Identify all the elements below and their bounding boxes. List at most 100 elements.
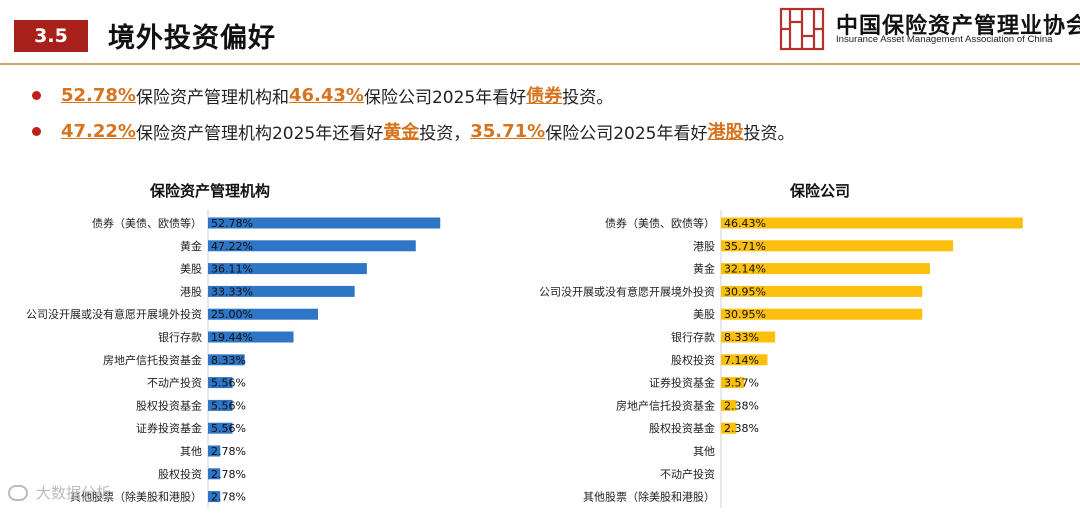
- bullet-2-text-2: 投资，: [419, 123, 471, 144]
- right-chart-category-label: 其他: [693, 445, 715, 458]
- left-chart-bar: [208, 422, 233, 434]
- right-chart-bar: [721, 377, 745, 389]
- bullet-2-text-1: 保险资产管理机构2025年还看好: [135, 123, 384, 144]
- left-chart-value-label: 52.78%: [211, 217, 253, 230]
- left-chart-bar: [208, 377, 233, 389]
- left-chart-value-label: 25.00%: [211, 308, 253, 321]
- watermark: 大数据分析: [8, 482, 111, 503]
- left-chart-category-label: 证券投资基金: [136, 421, 202, 435]
- association-logo-mark-icon: [779, 7, 825, 51]
- bullet-1-highlight-1: 52.78%: [61, 84, 136, 106]
- left-chart-value-label: 2.78%: [211, 445, 246, 458]
- bullet-1-highlight-2: 46.43%: [288, 84, 364, 106]
- right-chart-category-label: 美股: [693, 308, 715, 321]
- right-chart-value-label: 46.43%: [724, 217, 766, 230]
- right-chart-category-label: 证券投资基金: [649, 376, 715, 390]
- left-chart-value-label: 36.11%: [211, 263, 253, 276]
- right-chart-value-label: 35.71%: [724, 240, 766, 253]
- right-chart-category-label: 黄金: [693, 262, 715, 276]
- left-chart-category-label: 其他股票（除美股和港股）: [70, 490, 202, 504]
- bullet-1-highlight-3: 债券: [526, 86, 563, 107]
- section-number: 3.5: [14, 20, 88, 52]
- logo-chinese-name: 中国保险资产管理业协会: [836, 14, 1080, 39]
- left-chart-category-label: 公司没开展或没有意愿开展境外投资: [26, 307, 202, 321]
- left-chart-bar: [208, 491, 221, 503]
- left-chart-value-label: 5.56%: [211, 422, 246, 435]
- bullet-1-text-3: 投资。: [562, 87, 614, 108]
- page-title: 境外投资偏好: [108, 23, 276, 54]
- left-chart-value-label: 19.44%: [211, 331, 253, 344]
- right-chart-value-label: 32.14%: [724, 263, 766, 276]
- left-chart-bar: [208, 445, 221, 457]
- right-bar-chart: 债券（美债、欧债等） 46.43% 港股 35.71% 黄金 32.14% 公司没开展或没有…: [540, 210, 1023, 508]
- bullet-2-text-4: 投资。: [743, 123, 795, 144]
- right-chart-value-label: 2.38%: [724, 399, 759, 412]
- right-chart-category-label: 其他股票（除美股和港股）: [583, 490, 715, 504]
- logo-english-name: Insurance Asset Management Association o…: [836, 34, 1053, 45]
- right-chart-category-label: 股权投资基金: [649, 421, 715, 435]
- bullet-2-highlight-3: 35.71%: [470, 120, 546, 142]
- left-chart-bar: [208, 331, 294, 343]
- bullet-1: 52.78% 保险资产管理机构和 46.43% 保险公司2025年看好 债券 投…: [32, 82, 613, 108]
- bullet-1-text-2: 保险公司2025年看好: [363, 87, 527, 108]
- association-logo: 中国保险资产管理业协会 Insurance Asset Management A…: [778, 6, 1080, 52]
- left-chart-value-label: 2.78%: [211, 468, 246, 481]
- right-chart-bar: [721, 308, 923, 320]
- left-chart-value-label: 8.33%: [211, 354, 246, 367]
- right-chart-bar: [721, 331, 776, 343]
- right-chart-value-label: 30.95%: [724, 285, 766, 298]
- right-chart-bar: [721, 263, 930, 275]
- bullet-2-highlight-4: 港股: [707, 122, 744, 143]
- left-chart-bar: [208, 263, 367, 275]
- right-chart-bar: [721, 422, 737, 434]
- left-chart-category-label: 黄金: [180, 239, 202, 253]
- left-chart-category-label: 股权投资: [158, 467, 202, 481]
- bullet-2: 47.22% 保险资产管理机构2025年还看好 黄金 投资， 35.71% 保险…: [32, 118, 795, 144]
- right-chart-value-label: 3.57%: [724, 377, 759, 390]
- right-chart-value-label: 8.33%: [724, 331, 759, 344]
- left-chart-value-label: 5.56%: [211, 399, 246, 412]
- right-chart-category-label: 不动产投资: [660, 467, 715, 481]
- left-chart-value-label: 47.22%: [211, 240, 253, 253]
- right-chart-value-label: 2.38%: [724, 422, 759, 435]
- bullet-2-highlight-2: 黄金: [383, 122, 420, 143]
- left-chart-bar: [208, 285, 355, 297]
- left-chart-title: 保险资产管理机构: [150, 182, 271, 200]
- left-chart-category-label: 美股: [180, 263, 202, 276]
- left-chart-value-label: 33.33%: [211, 285, 253, 298]
- left-chart-category-label: 股权投资基金: [136, 398, 202, 412]
- right-chart-bar: [721, 354, 768, 366]
- right-chart-value-label: 30.95%: [724, 308, 766, 321]
- right-chart-bar: [721, 285, 923, 297]
- right-chart-title: 保险公司: [790, 182, 851, 200]
- header-divider: [0, 63, 1080, 65]
- right-chart-category-label: 房地产信托投资基金: [616, 398, 715, 412]
- left-chart-bar: [208, 308, 318, 320]
- left-bar-chart: 债券（美债、欧债等） 52.78% 黄金 47.22% 美股 36.11% 港股 33.33%…: [26, 210, 441, 508]
- left-chart-bar: [208, 399, 233, 411]
- left-chart-value-label: 2.78%: [211, 491, 246, 504]
- bullet-dot-icon: [32, 126, 41, 136]
- watermark-text: 大数据分析: [36, 484, 112, 502]
- right-chart-category-label: 银行存款: [671, 330, 715, 344]
- right-chart-category-label: 债券（美债、欧债等）: [605, 216, 715, 230]
- left-chart-category-label: 房地产信托投资基金: [103, 353, 202, 367]
- left-chart-bar: [208, 240, 416, 252]
- left-chart-bar: [208, 468, 221, 480]
- right-chart-bar: [721, 240, 954, 252]
- left-chart-category-label: 不动产投资: [147, 376, 202, 390]
- left-chart-bar: [208, 354, 245, 366]
- watermark-icon: [8, 484, 28, 501]
- left-chart-category-label: 银行存款: [158, 330, 202, 344]
- left-chart-category-label: 港股: [180, 285, 202, 298]
- bullet-1-text-1: 保险资产管理机构和: [135, 87, 289, 108]
- left-chart-category-label: 其他: [180, 445, 202, 458]
- right-chart-bar: [721, 399, 737, 411]
- right-chart-category-label: 港股: [693, 240, 715, 253]
- right-chart-value-label: 7.14%: [724, 354, 759, 367]
- bullet-dot-icon: [32, 90, 41, 100]
- left-chart-category-label: 债券（美债、欧债等）: [92, 216, 202, 230]
- left-chart-bar: [208, 217, 441, 229]
- right-chart-bar: [721, 217, 1023, 229]
- left-chart-value-label: 5.56%: [211, 377, 246, 390]
